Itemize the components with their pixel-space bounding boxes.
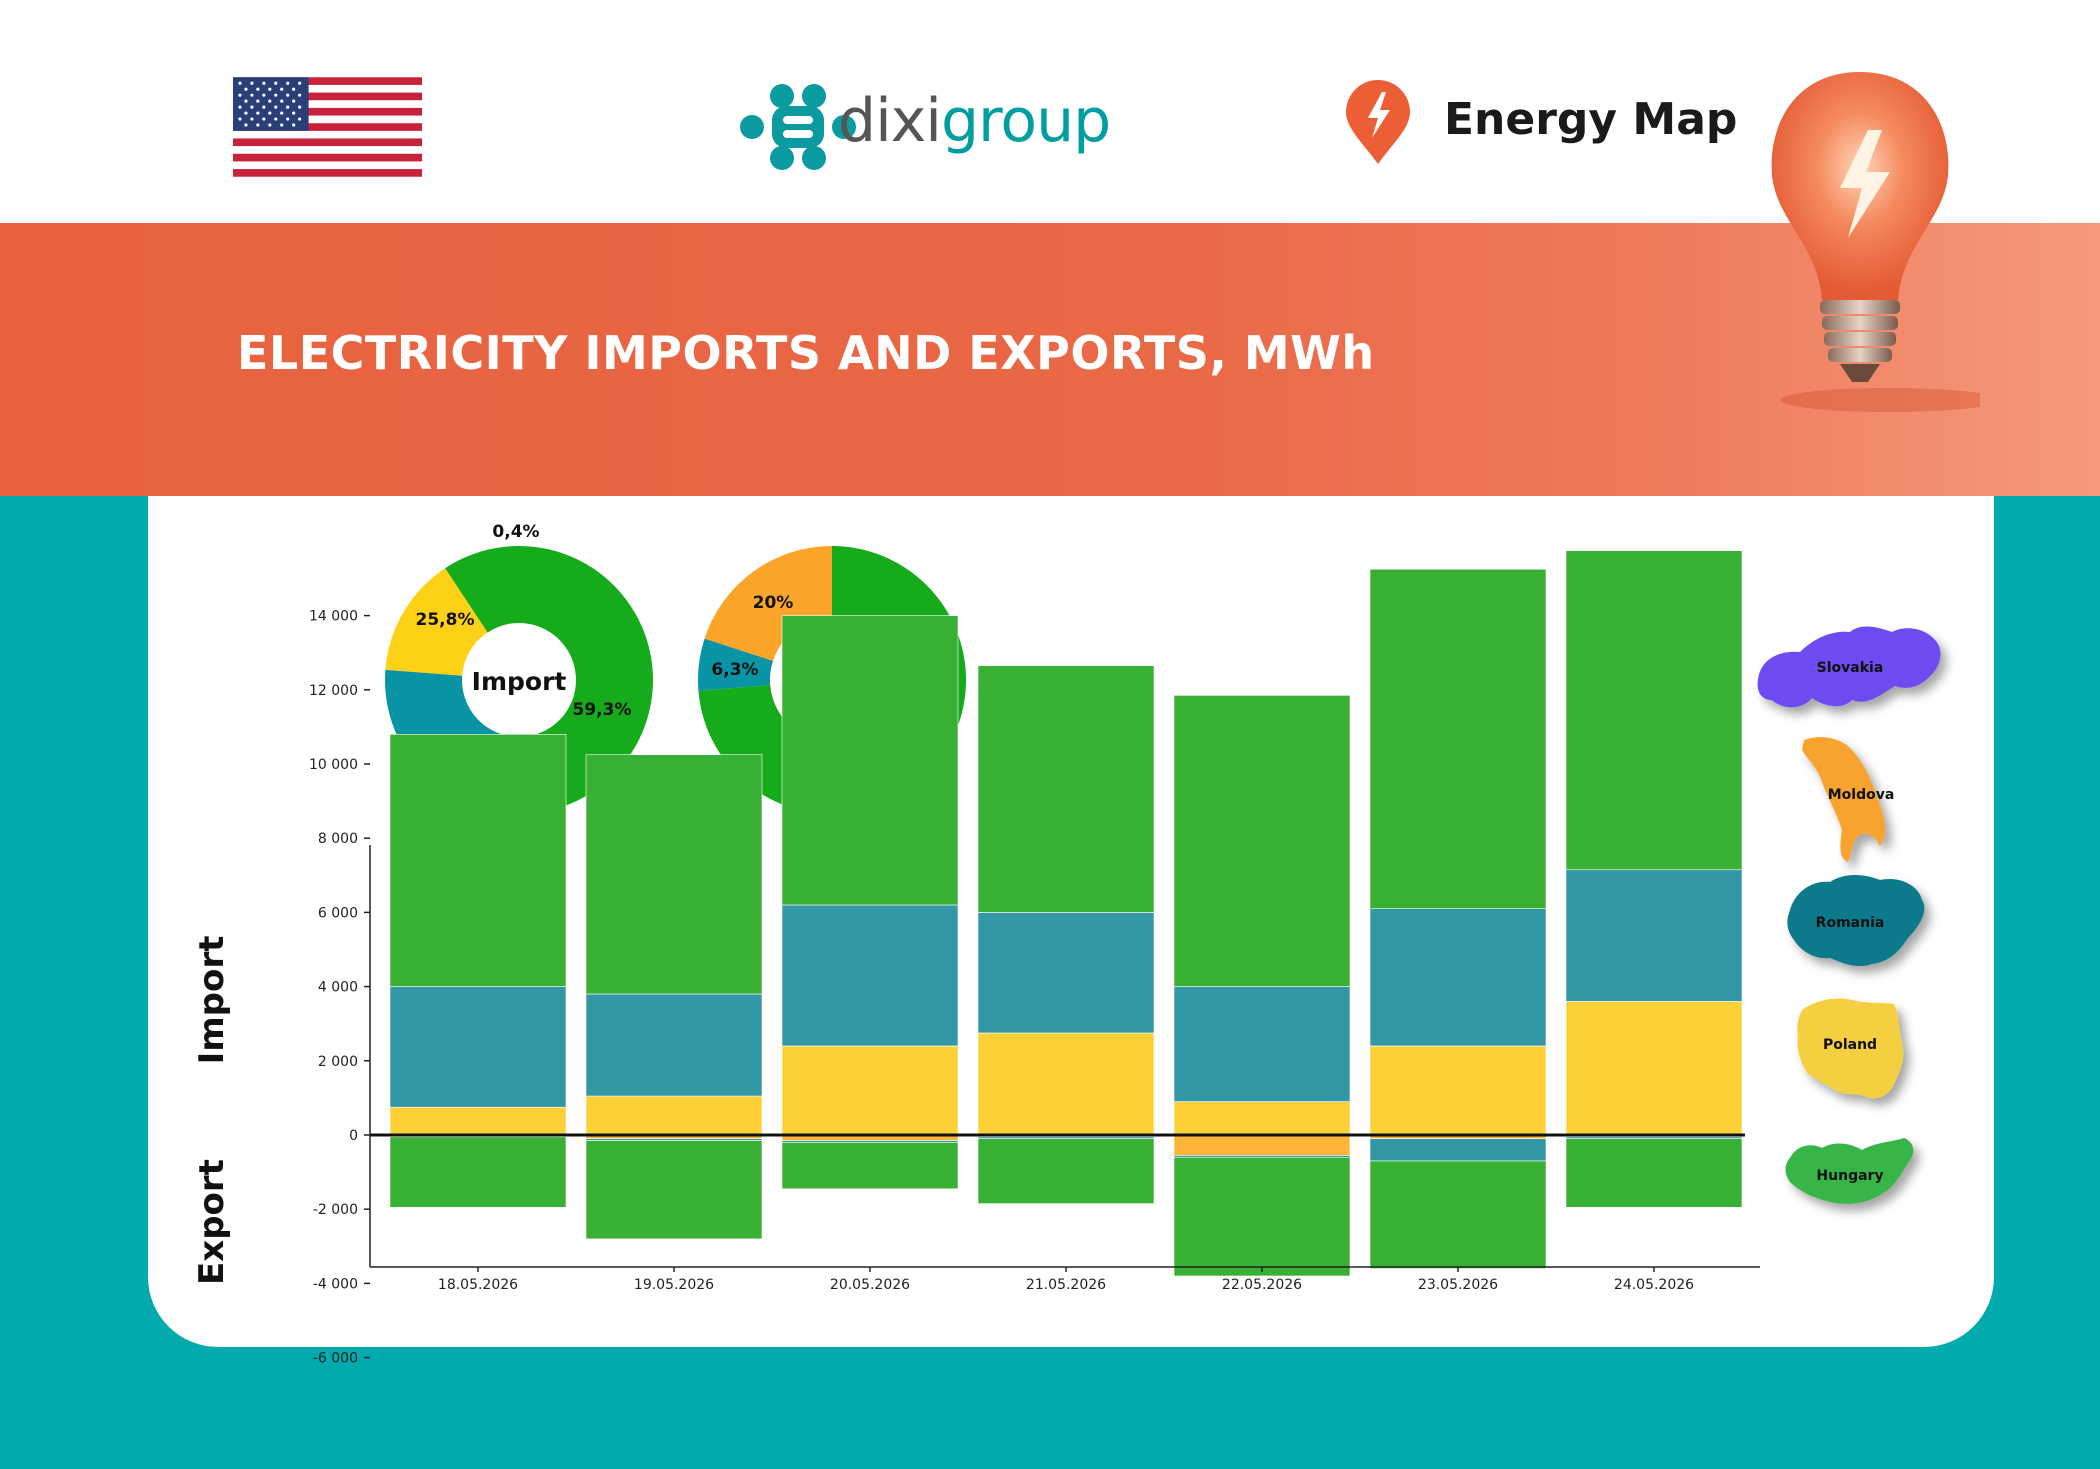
x-tick-label: 21.05.2026: [1026, 1277, 1106, 1293]
bar-segment-hungary-export: [389, 1136, 567, 1208]
x-tick-label: 18.05.2026: [438, 1277, 518, 1293]
bar-segment-romania-import: [389, 986, 567, 1108]
bar-segment-hungary-import: [585, 754, 763, 995]
dixigroup-logo-icon[interactable]: [738, 82, 1138, 172]
bar-stacks: [370, 550, 1745, 1277]
title-banner: [0, 223, 2100, 496]
y-axis: 14 000 12 000 10 000 8 000 6 000 4 000 2 000 0 -…: [309, 609, 371, 1367]
legend-label-hungary: Hungary: [1816, 1168, 1883, 1184]
page-title: ELECTRICITY IMPORTS AND EXPORTS, MWh: [237, 326, 1375, 380]
y-tick-label: 10 000: [309, 757, 358, 773]
hungary-map-icon: [1785, 1138, 1914, 1204]
bar-segment-poland-import: [977, 1032, 1155, 1136]
bar-segment-romania-export: [1369, 1138, 1547, 1162]
y-label-export: Export: [192, 1159, 232, 1285]
legend-label-romania: Romania: [1816, 915, 1885, 931]
y-tick-label: 0: [349, 1128, 358, 1144]
import-slice-hungary[interactable]: [445, 546, 653, 814]
bar-segment-hungary-import: [389, 734, 567, 987]
us-flag-icon[interactable]: [233, 77, 422, 177]
import-export-bar-chart: 14 000 12 000 10 000 8 000 6 000 4 000 2 000 0 -…: [192, 550, 1760, 1367]
import-center-label: Import: [472, 667, 567, 696]
y-tick-label: 4 000: [318, 980, 358, 996]
export-slice-label-romania: 6,3%: [711, 660, 758, 680]
bar-segment-hungary-export: [1369, 1160, 1547, 1269]
lightbulb-icon: [1771, 72, 1980, 412]
bar-segment-poland-import: [1369, 1045, 1547, 1136]
legend-poland[interactable]: [1797, 998, 1904, 1099]
legend-moldova[interactable]: [1802, 737, 1886, 862]
energy-map-title[interactable]: Energy Map: [1444, 94, 1738, 145]
bar-segment-hungary-export: [1565, 1138, 1743, 1208]
import-slice-label-romania: 25,8%: [416, 610, 475, 630]
y-tick-label: -6 000: [313, 1351, 358, 1367]
dixigroup-logo-text: dixigroup: [838, 86, 1111, 156]
y-tick-label: 2 000: [318, 1054, 358, 1070]
logo-text-group: group: [940, 86, 1111, 156]
bar-segment-hungary-import: [977, 665, 1155, 913]
export-slice-romania[interactable]: [698, 638, 774, 691]
legend-slovakia[interactable]: [1757, 626, 1941, 708]
export-slice-label-moldova: 20%: [753, 593, 794, 613]
bar-stack-23-05-2026[interactable]: [1369, 568, 1547, 1269]
x-axis: 18.05.2026 19.05.2026 20.05.2026 21.05.2026…: [370, 1266, 1760, 1293]
legend-label-poland: Poland: [1823, 1037, 1877, 1053]
y-tick-label: 14 000: [309, 609, 358, 625]
x-tick-label: 23.05.2026: [1418, 1277, 1498, 1293]
moldova-map-icon: [1802, 737, 1886, 862]
poland-map-icon: [1797, 998, 1904, 1099]
bar-segment-hungary-import: [781, 615, 959, 906]
bar-stack-21-05-2026[interactable]: [977, 665, 1155, 1204]
y-tick-label: 8 000: [318, 831, 358, 847]
bar-segment-romania-import: [585, 993, 763, 1097]
bar-segment-romania-import: [977, 912, 1155, 1034]
y-label-import: Import: [192, 936, 232, 1065]
y-tick-label: -4 000: [313, 1276, 358, 1292]
legend-romania[interactable]: [1787, 875, 1925, 967]
y-tick-label: -2 000: [313, 1202, 358, 1218]
x-tick-label: 20.05.2026: [830, 1277, 910, 1293]
import-slice-label-hungary: 59,3%: [573, 700, 632, 720]
country-legend: Slovakia Moldova Romania Poland Hungary: [1757, 626, 1941, 1204]
legend-label-moldova: Moldova: [1828, 787, 1895, 803]
x-tick-label: 24.05.2026: [1614, 1277, 1694, 1293]
bar-segment-poland-import: [1173, 1101, 1351, 1136]
bar-segment-hungary-export: [781, 1142, 959, 1190]
logo-text-dixi: dixi: [838, 86, 942, 156]
bar-stack-24-05-2026[interactable]: [1565, 550, 1743, 1208]
bar-segment-hungary-export: [585, 1140, 763, 1240]
bar-segment-poland-import: [781, 1045, 959, 1136]
bar-segment-poland-import: [389, 1106, 567, 1136]
bar-segment-romania-import: [1565, 869, 1743, 1002]
bar-stack-19-05-2026[interactable]: [585, 754, 763, 1240]
legend-hungary[interactable]: [1785, 1138, 1914, 1204]
y-tick-label: 6 000: [318, 905, 358, 921]
bar-segment-hungary-export: [977, 1138, 1155, 1204]
bar-stack-22-05-2026[interactable]: [1173, 695, 1351, 1277]
legend-label-slovakia: Slovakia: [1817, 660, 1884, 676]
bar-segment-poland-import: [585, 1095, 763, 1136]
bar-segment-poland-import: [1565, 1001, 1743, 1136]
romania-map-icon: [1787, 875, 1925, 967]
slovakia-map-icon: [1757, 626, 1941, 708]
y-tick-label: 12 000: [309, 683, 358, 699]
bar-segment-hungary-export: [1173, 1156, 1351, 1277]
bar-segment-romania-import: [1369, 908, 1547, 1047]
bar-segment-romania-import: [1173, 986, 1351, 1102]
bar-stack-18-05-2026[interactable]: [389, 734, 567, 1208]
bar-segment-hungary-import: [1369, 568, 1547, 909]
import-slice-poland[interactable]: [385, 568, 488, 676]
x-tick-label: 22.05.2026: [1222, 1277, 1302, 1293]
import-slice-label-moldova: 0,4%: [492, 522, 539, 542]
bar-stack-20-05-2026[interactable]: [781, 615, 959, 1190]
lightning-pin-icon[interactable]: [1344, 80, 1412, 166]
bar-segment-romania-import: [781, 904, 959, 1047]
x-tick-label: 19.05.2026: [634, 1277, 714, 1293]
export-slice-moldova[interactable]: [704, 546, 832, 661]
bar-segment-moldova-export: [1173, 1134, 1351, 1156]
bar-segment-hungary-import: [1565, 550, 1743, 871]
bar-segment-hungary-import: [1173, 695, 1351, 987]
